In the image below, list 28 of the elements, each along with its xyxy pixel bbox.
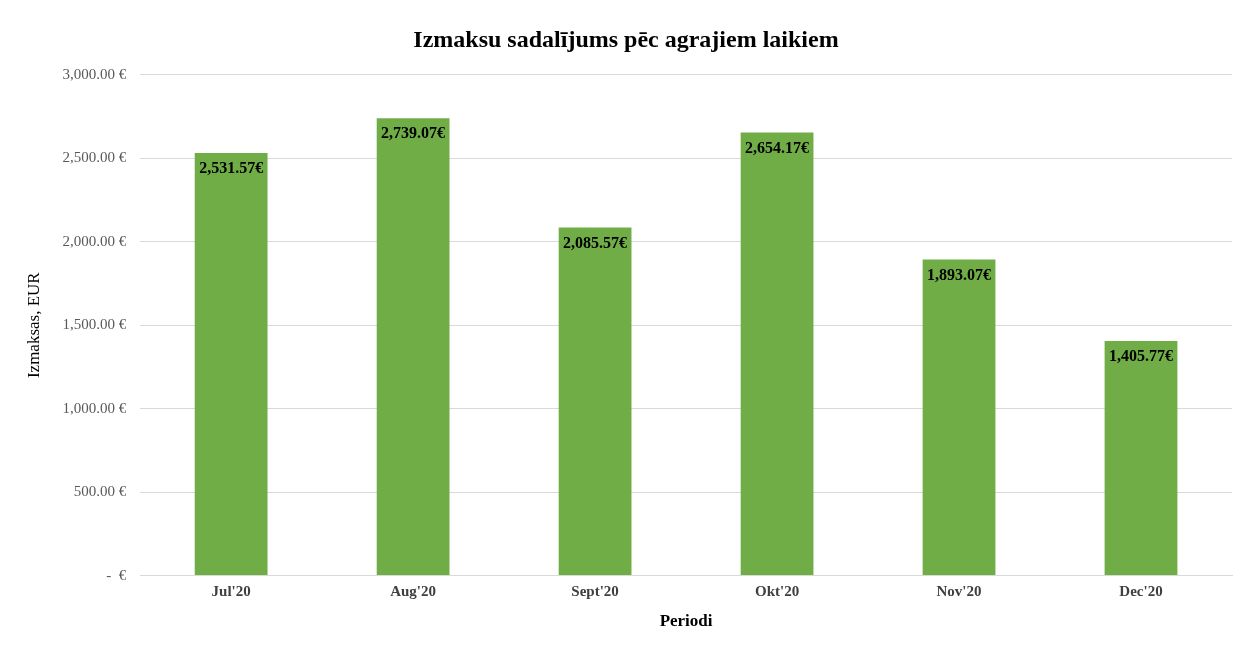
chart-title: Izmaksu sadalījums pēc agrajiem laikiem (413, 25, 839, 52)
bar (1104, 340, 1178, 576)
data-label: 2,085.57€ (563, 233, 628, 251)
data-label: 1,893.07€ (927, 265, 992, 283)
data-label: 1,405.77€ (1109, 347, 1174, 365)
y-tick-label: 3,000.00 € (62, 65, 127, 82)
bar (558, 227, 632, 576)
x-tick-label: Dec'20 (1119, 583, 1163, 600)
y-tick-label: 2,000.00 € (62, 232, 127, 249)
bar (376, 118, 450, 576)
data-label: 2,654.17€ (745, 138, 810, 156)
y-tick-label: 1,000.00 € (62, 399, 127, 416)
bar (194, 153, 268, 576)
x-tick-label: Nov'20 (936, 583, 982, 600)
bar (740, 132, 814, 576)
data-label: 2,739.07€ (381, 124, 446, 142)
y-tick-label: - € (106, 566, 127, 583)
y-tick-label: 2,500.00 € (62, 149, 127, 166)
y-tick-label: 1,500.00 € (62, 316, 127, 333)
y-tick-label: 500.00 € (73, 483, 127, 500)
x-tick-label: Okt'20 (754, 583, 800, 600)
x-tick-label: Aug'20 (390, 583, 437, 600)
x-tick-label: Sept'20 (571, 583, 619, 600)
bar (922, 259, 996, 576)
x-tick-label: Jul'20 (211, 583, 251, 600)
y-axis-title: Izmaksas, EUR (23, 271, 43, 379)
x-axis-title: Periodi (659, 611, 713, 631)
data-label: 2,531.57€ (199, 159, 264, 177)
